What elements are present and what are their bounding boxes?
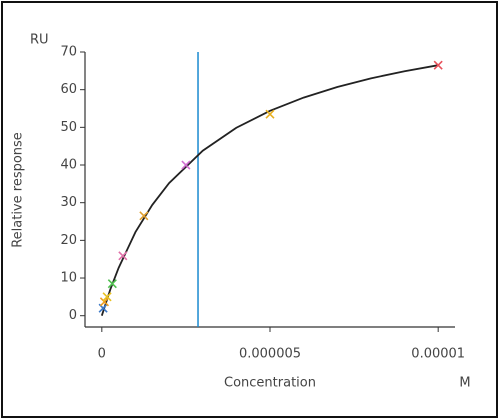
y-tick-label: 0: [69, 308, 77, 323]
data-point: [181, 160, 191, 170]
data-point: [433, 60, 443, 70]
y-axis-title: Relative response: [11, 132, 26, 248]
data-point: [118, 251, 128, 261]
x-tick-label: 0.000005: [239, 347, 301, 362]
x-unit: M: [459, 376, 470, 391]
data-point: [99, 297, 110, 307]
x-axis-title: Concentration: [224, 376, 316, 391]
y-tick-label: 10: [60, 271, 77, 286]
data-point: [265, 109, 275, 119]
y-unit: RU: [30, 33, 49, 48]
data-point: [102, 292, 112, 302]
y-tick-label: 50: [60, 120, 77, 135]
y-tick-label: 30: [60, 195, 77, 210]
y-tick-label: 70: [60, 45, 77, 60]
x-tick-label: 0: [98, 347, 106, 362]
y-tick-label: 60: [60, 82, 77, 97]
fit-curve: [100, 64, 439, 316]
y-tick-label: 40: [60, 158, 77, 173]
x-tick-label: 0.00001: [411, 347, 465, 362]
y-tick-label: 20: [60, 233, 77, 248]
data-point: [139, 211, 149, 221]
data-point: [107, 279, 117, 289]
